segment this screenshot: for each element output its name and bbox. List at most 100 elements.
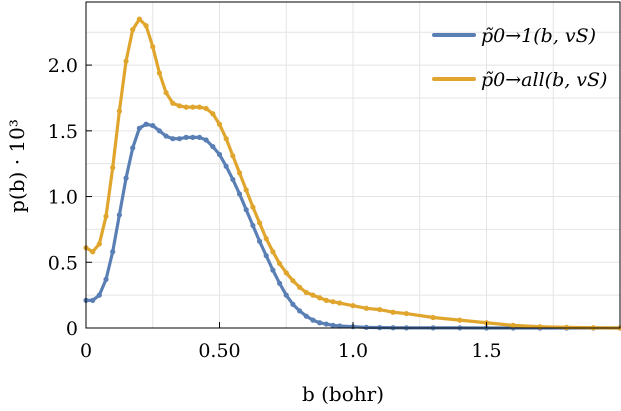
- series-1-point: [136, 125, 142, 131]
- series-2-point: [183, 104, 189, 110]
- series-2-point: [457, 317, 463, 323]
- series-2-point: [430, 314, 436, 321]
- series-1-point: [130, 145, 136, 151]
- series-1-point: [243, 207, 249, 213]
- series-2-point: [276, 260, 283, 267]
- x-tick-label: 1.0: [338, 340, 368, 362]
- series-1-point: [176, 136, 183, 142]
- series-1-point: [170, 136, 176, 142]
- series-2-point: [176, 103, 183, 109]
- series-2-point: [270, 249, 276, 255]
- legend-label-series-1: p̃0→1(b, vS): [481, 25, 596, 47]
- series-1: [83, 121, 621, 331]
- series-1-point: [303, 313, 309, 319]
- series-2-point: [283, 270, 289, 276]
- series-1-point: [236, 191, 243, 197]
- series-2-point: [377, 306, 383, 313]
- x-axis-title: b (bohr): [302, 382, 384, 406]
- series-2-point: [223, 136, 229, 142]
- series-2-point: [163, 90, 169, 96]
- x-tick-label: 0.50: [198, 340, 240, 362]
- series-1-point: [283, 292, 289, 298]
- series-1-point: [156, 128, 163, 134]
- series-1-point: [297, 308, 303, 314]
- series-2: [83, 16, 621, 331]
- series-1-point: [330, 322, 336, 328]
- series-2-point: [303, 289, 309, 296]
- series-2-line: [85, 17, 621, 330]
- series-1-point: [256, 238, 263, 244]
- series-2-point: [130, 27, 136, 33]
- series-2-point: [230, 153, 236, 159]
- series-2-point: [236, 170, 243, 176]
- series-1-point: [363, 324, 369, 330]
- legend-label-series-2: p̃0→all(b, vS): [481, 69, 607, 91]
- series-2-point: [403, 310, 409, 317]
- series-2-point: [170, 100, 176, 106]
- series-2-point: [317, 295, 323, 301]
- series-1-point: [270, 267, 276, 273]
- series-2-point: [330, 299, 336, 305]
- grid: [86, 2, 620, 328]
- series-2-point: [290, 278, 296, 284]
- x-tick-label: 1.5: [471, 340, 501, 362]
- series-2-point: [510, 322, 516, 328]
- series-1-point: [143, 121, 149, 127]
- series-1-point: [190, 134, 196, 140]
- ticks: [85, 64, 487, 329]
- series-2-point: [537, 324, 543, 330]
- series-2-point: [564, 324, 570, 330]
- series-2-point: [256, 220, 263, 226]
- series-2-point: [350, 303, 356, 309]
- series-1-point: [103, 276, 109, 282]
- series-1-point: [90, 297, 96, 303]
- series-2-point: [110, 165, 116, 171]
- series-1-point: [116, 212, 122, 218]
- series-1-point: [230, 176, 236, 183]
- series-2-point: [216, 121, 223, 127]
- series-2-point: [136, 16, 142, 22]
- series-1-point: [317, 320, 323, 326]
- series-2-point: [250, 204, 256, 210]
- series-2-point: [190, 104, 196, 110]
- series-2-point: [363, 305, 369, 311]
- series-1-point: [290, 301, 296, 307]
- series-2-point: [210, 111, 216, 117]
- series-2-point: [143, 23, 149, 29]
- series-2-point: [96, 241, 102, 247]
- y-axis-title: p(b) · 10³: [5, 119, 29, 213]
- series-layer: [83, 16, 621, 331]
- y-tick-label: 1.0: [48, 187, 78, 209]
- series-2-point: [203, 105, 209, 112]
- legend: p̃0→1(b, vS) p̃0→all(b, vS): [432, 25, 607, 91]
- series-1-point: [183, 134, 189, 140]
- series-2-point: [323, 297, 329, 303]
- series-1-point: [250, 222, 256, 229]
- series-1-point: [96, 292, 102, 298]
- series-2-point: [150, 44, 156, 50]
- series-2-point: [297, 284, 303, 290]
- y-tick-label: 2.0: [48, 55, 78, 77]
- series-1-point: [163, 133, 169, 139]
- y-tick-label: 0.5: [48, 252, 78, 274]
- series-2-point: [390, 309, 396, 315]
- y-tick-label: 1.5: [48, 121, 78, 143]
- series-1-point: [123, 175, 129, 181]
- series-1-point: [310, 317, 316, 323]
- series-1-point: [323, 321, 329, 327]
- series-2-point: [337, 300, 343, 306]
- series-2-point: [196, 104, 203, 110]
- series-1-point: [110, 249, 116, 255]
- y-tick-label: 0: [66, 318, 78, 340]
- series-2-point: [103, 213, 109, 219]
- series-1-point: [203, 137, 209, 143]
- series-1-point: [276, 280, 283, 286]
- x-tick-label: 0: [80, 340, 92, 362]
- series-1-point: [263, 253, 269, 259]
- series-1-point: [337, 323, 343, 329]
- series-1-point: [210, 143, 216, 150]
- series-2-point: [123, 58, 129, 64]
- series-1-point: [150, 122, 156, 129]
- series-2-point: [156, 70, 163, 76]
